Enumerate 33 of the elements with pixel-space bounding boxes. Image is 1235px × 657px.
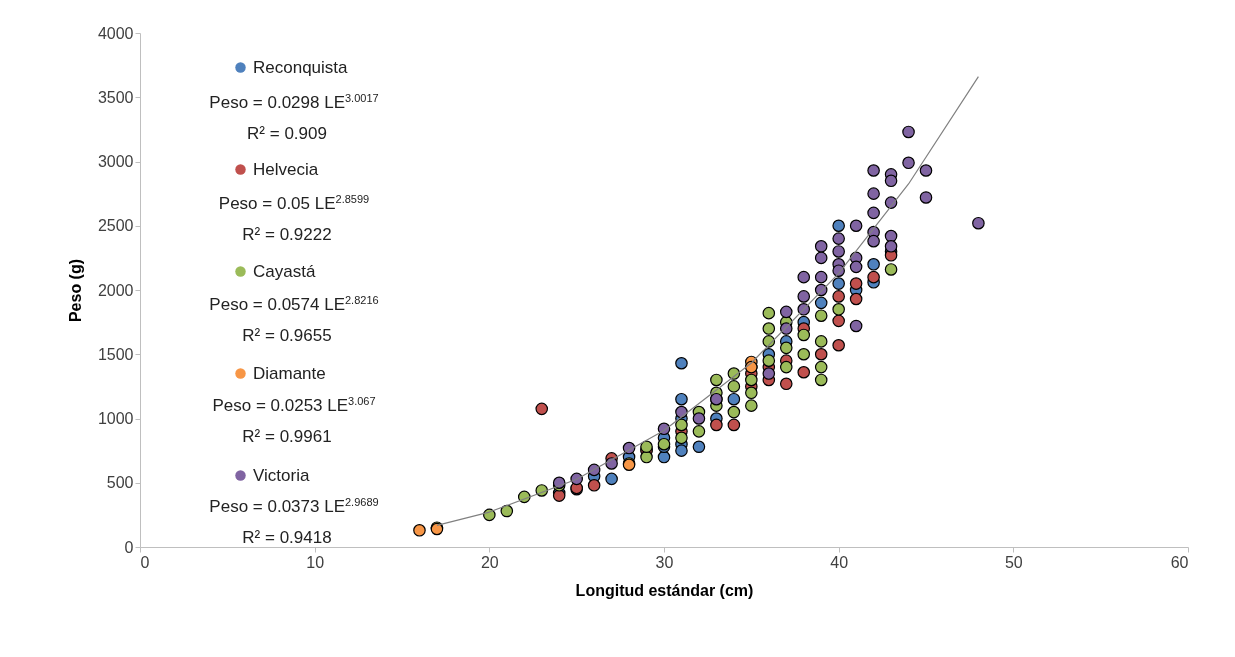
x-tick-label: 0 <box>140 553 150 571</box>
y-tick-label: 3500 <box>97 88 134 106</box>
annotation: Peso = 0.05 LE$^{2.8599}$ <box>218 193 370 213</box>
legend-label: Victoria <box>253 465 310 485</box>
annotation: R² = 0.9961 <box>242 427 332 446</box>
x-axis-title: Longitud estándar (cm) <box>575 581 754 599</box>
x-tick-label: 20 <box>480 553 499 571</box>
x-tick-label: 10 <box>306 553 325 571</box>
annotation: Peso = 0.0574 LE$^{2.8216}$ <box>209 294 379 314</box>
annotation: R² = 0.9418 <box>242 528 332 547</box>
y-axis-title: Peso (g) <box>66 258 84 323</box>
x-tick-label: 30 <box>655 553 674 571</box>
legend-label: Reconquista <box>253 57 349 77</box>
y-tick-label: 2500 <box>97 217 134 235</box>
legend-label: Diamante <box>253 363 326 383</box>
y-tick-label: 1500 <box>97 345 134 363</box>
annotation: Peso = 0.0298 LE$^{3.0017}$ <box>209 92 379 112</box>
x-tick-label: 60 <box>1170 553 1189 571</box>
x-tick-label: 40 <box>830 553 849 571</box>
legend-label: Cayastá <box>253 261 316 281</box>
y-tick-label: 4000 <box>97 24 134 42</box>
y-tick-label: 0 <box>124 538 134 556</box>
y-tick-label: 3000 <box>97 153 134 170</box>
y-tick-label: 500 <box>106 474 134 492</box>
annotation: R² = 0.909 <box>247 124 327 143</box>
annotation: Peso = 0.0373 LE$^{2.9689}$ <box>209 496 379 516</box>
annotation: R² = 0.9655 <box>242 326 332 345</box>
legend-label: Helvecia <box>253 159 319 179</box>
x-tick-label: 50 <box>1004 553 1023 571</box>
y-tick-label: 1000 <box>97 410 134 427</box>
y-tick-label: 2000 <box>97 281 134 299</box>
annotation: R² = 0.9222 <box>242 225 332 244</box>
annotation: Peso = 0.0253 LE$^{3.067}$ <box>212 395 376 415</box>
